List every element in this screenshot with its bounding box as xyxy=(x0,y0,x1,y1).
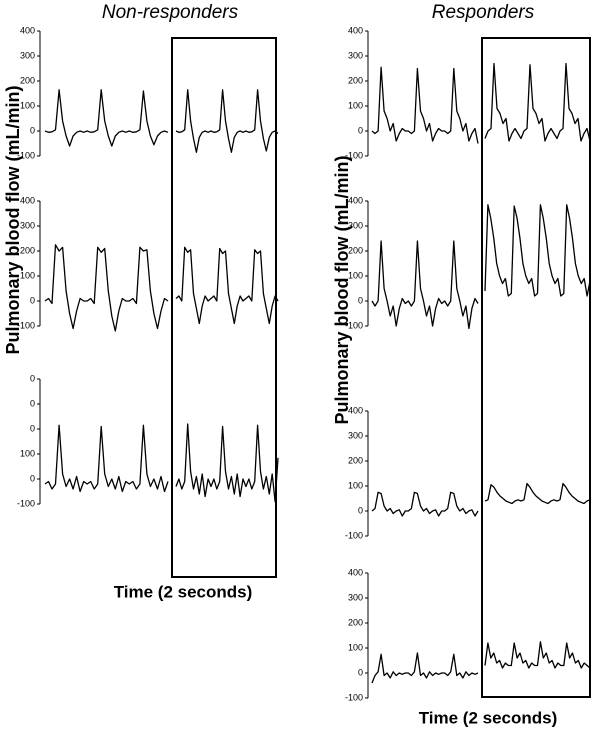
y-tick-label: -100 xyxy=(17,498,35,508)
y-tick-label: 300 xyxy=(20,220,35,230)
y-tick-label: 0 xyxy=(358,295,363,305)
y-tick-label: 0 xyxy=(358,125,363,135)
y-tick-label: -100 xyxy=(345,692,363,702)
y-tick-label: 200 xyxy=(348,75,363,85)
x-axis-label: Time (2 seconds) xyxy=(419,708,558,727)
y-tick-label: 100 xyxy=(348,642,363,652)
y-tick-label: -100 xyxy=(345,150,363,160)
y-tick-label: -100 xyxy=(17,150,35,160)
y-tick-label: 200 xyxy=(20,75,35,85)
y-tick-label: 400 xyxy=(348,25,363,35)
highlight-box xyxy=(481,37,591,698)
y-tick-label: 100 xyxy=(348,480,363,490)
y-tick-label: 400 xyxy=(348,195,363,205)
trace xyxy=(44,424,169,493)
y-tick-label: 400 xyxy=(20,25,35,35)
trace xyxy=(484,204,591,297)
y-axis-label: Pulmonary blood flow (mL/min) xyxy=(332,156,352,425)
y-tick-label: 300 xyxy=(348,50,363,60)
y-tick-label: 100 xyxy=(348,100,363,110)
y-tick-label: 300 xyxy=(348,592,363,602)
trace xyxy=(371,652,479,684)
trace xyxy=(371,66,479,144)
y-tick-label: 0 xyxy=(30,423,35,433)
column-title: Responders xyxy=(432,2,535,23)
trace xyxy=(44,89,169,147)
y-tick-label: 400 xyxy=(20,195,35,205)
y-tick-label: 300 xyxy=(348,220,363,230)
trace xyxy=(484,641,591,669)
y-tick-label: 200 xyxy=(348,617,363,627)
y-tick-label: 400 xyxy=(348,405,363,415)
y-tick-label: 0 xyxy=(30,125,35,135)
x-axis-label: Time (2 seconds) xyxy=(114,582,253,601)
y-tick-label: -100 xyxy=(345,530,363,540)
y-tick-label: 400 xyxy=(348,567,363,577)
y-axis-label: Pulmonary blood flow (mL/min) xyxy=(3,86,23,355)
y-tick-label: 300 xyxy=(348,430,363,440)
y-tick-label: 300 xyxy=(20,50,35,60)
trace xyxy=(371,240,479,330)
y-tick-label: 0 xyxy=(358,667,363,677)
y-tick-label: -100 xyxy=(345,320,363,330)
highlight-box xyxy=(171,37,277,578)
y-tick-label: -100 xyxy=(17,320,35,330)
y-tick-label: 100 xyxy=(20,100,35,110)
y-tick-label: 0 xyxy=(30,473,35,483)
y-tick-label: 0 xyxy=(30,373,35,383)
trace xyxy=(371,491,479,517)
trace xyxy=(44,244,169,332)
trace xyxy=(175,89,279,153)
trace xyxy=(484,482,591,505)
y-tick-label: 200 xyxy=(20,245,35,255)
y-tick-label: 100 xyxy=(20,270,35,280)
y-tick-label: 0 xyxy=(30,295,35,305)
column-title: Non-responders xyxy=(102,2,239,23)
y-tick-label: 200 xyxy=(348,245,363,255)
y-tick-label: 0 xyxy=(30,398,35,408)
trace xyxy=(175,246,279,325)
y-tick-label: 100 xyxy=(20,448,35,458)
y-tick-label: 200 xyxy=(348,455,363,465)
y-tick-label: 0 xyxy=(358,505,363,515)
y-tick-label: 100 xyxy=(348,270,363,280)
trace xyxy=(175,423,279,503)
trace xyxy=(484,62,591,142)
